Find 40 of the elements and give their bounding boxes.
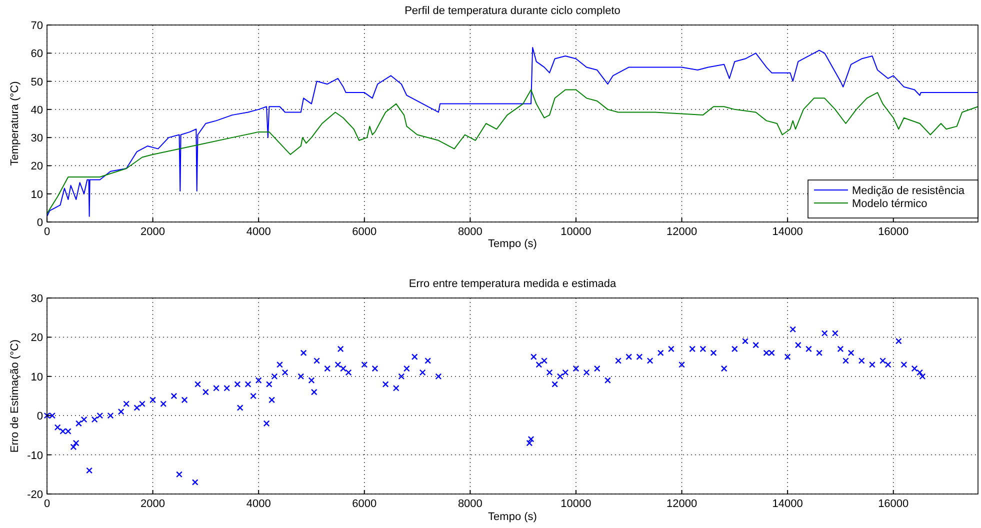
y-tick-label: 50 [30,76,43,88]
chart-title: Erro entre temperatura medida e estimada [408,278,618,290]
y-tick-label: 10 [30,188,43,201]
x-tick-label: 8000 [458,226,482,238]
y-tick-label: 30 [30,132,43,145]
x-tick-label: 10000 [560,226,592,238]
line-series [46,89,978,214]
y-tick-label: 0 [36,217,43,229]
x-tick-label: 2000 [140,498,166,510]
x-tick-label: 16000 [878,226,909,238]
y-tick-label: 60 [30,48,43,60]
x-tick-label: 12000 [666,498,698,510]
y-axis-title: Temperatura (°C) [9,81,21,166]
x-tick-label: 2000 [140,226,166,238]
legend-label: Medição de resistência [852,185,966,197]
x-tick-label: 4000 [246,226,271,238]
x-tick-label: 14000 [772,498,803,510]
y-tick-label: 20 [30,160,43,173]
y-tick-label: 10 [30,371,43,384]
x-tick-label: 12000 [666,226,698,238]
y-tick-label: 70 [30,20,43,32]
legend-label: Modelo térmico [852,198,928,210]
x-tick-label: 14000 [772,226,803,238]
y-tick-label: 30 [30,293,43,305]
y-tick-label: -10 [27,450,43,462]
x-axis-title: Tempo (s) [488,511,537,523]
x-tick-label: 10000 [560,498,592,510]
x-tick-label: 6000 [352,226,377,238]
y-tick-label: 40 [30,104,43,116]
line-series [46,47,978,217]
y-tick-label: -20 [27,489,43,501]
x-tick-label: 4000 [246,498,271,510]
x-axis-title: Tempo (s) [488,238,537,250]
y-axis-title: Erro de Estimação (°C) [9,339,21,453]
x-tick-label: 8000 [458,498,482,510]
x-tick-label: 16000 [878,498,909,510]
y-tick-label: 0 [36,410,43,423]
chart-title: Perfil de temperatura durante ciclo completo [404,5,620,17]
x-tick-label: 6000 [352,498,377,510]
y-tick-label: 20 [30,332,43,344]
